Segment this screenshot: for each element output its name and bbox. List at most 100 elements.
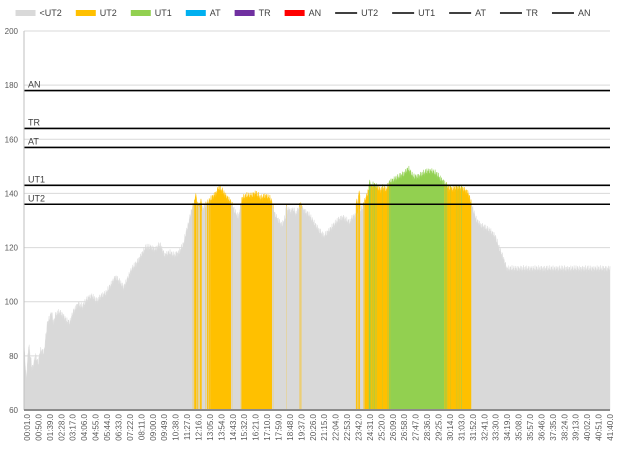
x-tick-label: 28:36.0: [423, 413, 432, 440]
x-tick-label: 21:15.0: [320, 413, 329, 440]
y-tick-label: 140: [5, 189, 19, 198]
y-tick-label: 60: [9, 406, 18, 415]
hr-zone-segment: [359, 202, 364, 411]
hr-zone-segment: [364, 184, 370, 411]
hr-zone-segment: [355, 198, 358, 411]
threshold-label-an: AN: [28, 80, 41, 90]
x-tick-label: 33:30.0: [492, 413, 501, 440]
y-tick-label: 120: [5, 244, 19, 253]
hr-area: [23, 165, 611, 411]
hr-zone-segment: [241, 190, 273, 411]
x-tick-label: 02:28.0: [57, 413, 66, 440]
legend-label: AT: [475, 8, 486, 18]
x-tick-label: 11:27.0: [183, 413, 192, 440]
y-tick-label: 80: [9, 352, 18, 361]
hr-zone-segment: [23, 203, 194, 411]
threshold-label-ut2: UT2: [28, 193, 45, 203]
x-tick-label: 41:40.0: [606, 413, 615, 440]
x-tick-label: 31:03.0: [457, 413, 466, 440]
x-tick-label: 23:42.0: [355, 413, 364, 440]
x-tick-label: 09:00.0: [149, 413, 158, 440]
x-tick-label: 20:26.0: [309, 413, 318, 440]
legend-swatch-at: [185, 10, 206, 16]
hr-zone-segment: [358, 190, 361, 411]
threshold-label-at: AT: [28, 136, 39, 146]
x-tick-label: 30:14.0: [446, 413, 455, 440]
x-tick-label: 38:24.0: [560, 413, 569, 440]
x-tick-label: 25:20.0: [377, 413, 386, 440]
x-tick-label: 17:59.0: [274, 413, 283, 440]
y-tick-label: 160: [5, 135, 19, 144]
hr-zone-segment: [461, 186, 472, 411]
threshold-label-tr: TR: [28, 117, 40, 127]
legend-swatch-below-ut2: [15, 10, 36, 16]
hr-zone-segment: [390, 165, 445, 411]
x-tick-label: 08:11.0: [137, 413, 146, 440]
x-tick-label: 24:31.0: [366, 413, 375, 440]
legend-label: AT: [210, 8, 221, 18]
legend-swatch-tr: [234, 10, 255, 16]
x-tick-label: 14:43.0: [229, 413, 238, 440]
x-tick-label: 13:05.0: [206, 413, 215, 440]
hr-zone-segment: [301, 203, 357, 411]
x-tick-label: 37:35.0: [549, 413, 558, 440]
hr-zone-segment: [456, 184, 459, 411]
x-tick-label: 40:51.0: [595, 413, 604, 440]
y-tick-label: 100: [5, 298, 19, 307]
x-tick-label: 04:06.0: [80, 413, 89, 440]
x-tick-label: 40:02.0: [583, 413, 592, 440]
hr-zone-segment: [459, 184, 462, 411]
legend-label: UT1: [155, 8, 172, 18]
legend-swatch-an: [284, 10, 305, 16]
x-tick-label: 27:47.0: [412, 413, 421, 440]
x-tick-label: 18:48.0: [286, 413, 295, 440]
legend-label: TR: [259, 8, 271, 18]
x-tick-label: 39:13.0: [572, 413, 581, 440]
threshold-label-ut1: UT1: [28, 174, 45, 184]
legend-label: UT2: [361, 8, 378, 18]
hr-zone-segment: [232, 203, 241, 411]
x-tick-label: 10:38.0: [172, 413, 181, 440]
legend-swatch-ut2: [75, 10, 96, 16]
y-tick-label: 180: [5, 81, 19, 90]
x-tick-label: 35:08.0: [515, 413, 524, 440]
x-tick-label: 34:19.0: [503, 413, 512, 440]
x-tick-label: 26:09.0: [389, 413, 398, 440]
x-tick-label: 35:57.0: [526, 413, 535, 440]
y-tick-label: 200: [5, 27, 19, 36]
x-tick-label: 07:22.0: [126, 413, 135, 440]
x-tick-label: 04:55.0: [92, 413, 101, 440]
x-tick-label: 16:21.0: [252, 413, 261, 440]
x-tick-label: 22:04.0: [332, 413, 341, 440]
x-tick-label: 31:52.0: [469, 413, 478, 440]
x-tick-label: 03:17.0: [69, 413, 78, 440]
hr-zone-segment: [471, 204, 611, 411]
legend: <UT2 UT2 UT1 AT TR AN UT2 UT1 AT TR AN: [15, 8, 591, 18]
x-tick-label: 32:41.0: [480, 413, 489, 440]
legend-label: AN: [309, 8, 322, 18]
hr-zone-segment: [286, 203, 300, 411]
legend-swatch-ut1: [130, 10, 151, 16]
x-tick-label: 05:44.0: [103, 413, 112, 440]
legend-label: AN: [578, 8, 591, 18]
x-tick-label: 22:53.0: [343, 413, 352, 440]
x-tick-label: 01:39.0: [46, 413, 55, 440]
hr-zone-segment: [273, 204, 287, 411]
hr-zone-segment: [450, 184, 457, 411]
x-tick-label: 15:32.0: [240, 413, 249, 440]
x-tick-label: 17:10.0: [263, 413, 272, 440]
x-tick-label: 36:46.0: [537, 413, 546, 440]
hr-zone-segment: [210, 185, 232, 411]
legend-label: UT1: [418, 8, 435, 18]
x-tick-label: 13:54.0: [217, 413, 226, 440]
x-tick-label: 26:58.0: [400, 413, 409, 440]
hr-zone-segment: [194, 193, 197, 411]
legend-label: <UT2: [40, 8, 62, 18]
legend-label: TR: [526, 8, 538, 18]
legend-label: UT2: [100, 8, 117, 18]
x-tick-label: 09:49.0: [160, 413, 169, 440]
hr-zone-segment: [200, 198, 203, 411]
x-tick-label: 00:50.0: [34, 413, 43, 440]
